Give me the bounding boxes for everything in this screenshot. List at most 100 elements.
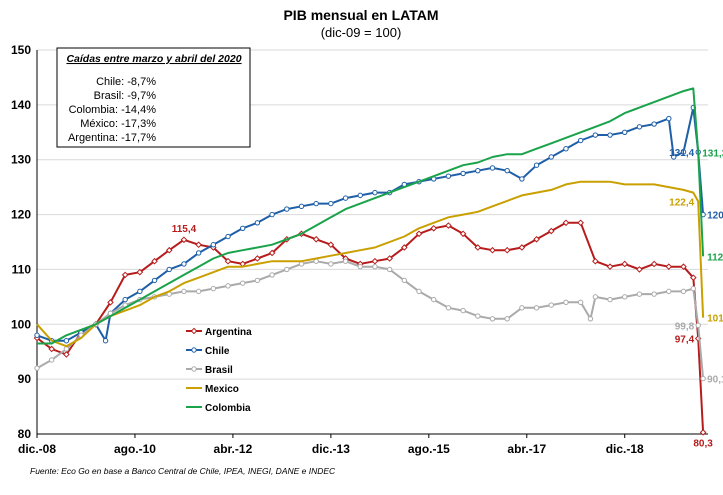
data-label: 131,3 — [702, 149, 723, 160]
series-mexico — [36, 180, 705, 348]
data-point — [63, 351, 70, 358]
series-line-brasil — [36, 260, 705, 379]
data-point — [680, 288, 687, 295]
data-point — [181, 261, 187, 267]
x-axis-ticks: dic.-08 ago.-10 abr.-12 dic.-13 ago.-15 abr.-… — [18, 434, 644, 456]
data-label: 101,2 — [707, 314, 723, 325]
legend-marker-chile — [191, 347, 197, 353]
note-box-frame — [56, 47, 251, 148]
data-point — [622, 294, 628, 300]
data-point — [445, 222, 452, 229]
data-point — [680, 149, 687, 155]
data-point — [48, 345, 56, 353]
data-point — [63, 338, 70, 344]
data-point — [401, 244, 408, 251]
y-tick-label: 120 — [11, 208, 31, 222]
y-tick-label: 140 — [11, 98, 31, 112]
data-point — [34, 365, 40, 371]
data-point — [504, 167, 510, 174]
x-tick-label: dic.-13 — [312, 442, 350, 456]
data-point — [607, 132, 613, 138]
data-point — [699, 429, 707, 436]
note-line-mexico: México: -17,3% — [80, 118, 156, 130]
data-point — [224, 257, 232, 265]
note-line-colombia: Colombia: -14,4% — [69, 104, 157, 116]
x-tick-label: ago.-10 — [114, 442, 156, 456]
data-label: 80,3 — [693, 438, 713, 449]
data-point — [592, 132, 599, 138]
source-note: Fuente: Eco Go en base a Banco Central d… — [30, 466, 336, 476]
data-point — [636, 266, 643, 273]
legend-marker-argentina — [190, 327, 198, 335]
note-line-brasil: Brasil: -9,7% — [94, 90, 157, 102]
data-point — [700, 375, 706, 382]
legend: Argentina Chile Brasil Mexico Colombia — [186, 327, 252, 414]
data-point — [268, 249, 276, 257]
data-point — [225, 283, 231, 289]
note-box: Caídas entre marzo y abril del 2020 Chil… — [56, 47, 251, 148]
legend-marker-brasil — [191, 366, 197, 372]
data-point — [298, 203, 305, 210]
data-point — [695, 322, 701, 329]
data-point — [690, 285, 697, 292]
y-tick-label: 90 — [18, 372, 32, 386]
data-point — [563, 299, 569, 306]
x-tick-label: abr.-17 — [507, 442, 546, 456]
data-point — [607, 296, 613, 303]
data-point — [102, 338, 109, 344]
series-line-argentina — [36, 221, 705, 433]
data-point — [475, 167, 481, 174]
y-axis-ticks: 80 90 100 110 120 130 140 150 — [11, 43, 31, 441]
y-tick-label: 130 — [11, 153, 31, 167]
data-point — [671, 154, 677, 160]
data-point — [151, 277, 158, 284]
data-point — [489, 246, 496, 254]
data-label: 122,4 — [669, 197, 694, 208]
data-label: 120,0 — [707, 211, 723, 222]
data-point — [137, 288, 143, 295]
data-point — [636, 124, 643, 130]
data-point — [459, 230, 467, 238]
chart-title: PIB mensual en LATAM — [283, 7, 438, 23]
data-point — [430, 224, 438, 232]
data-point — [587, 316, 594, 322]
data-point — [460, 307, 466, 314]
data-point — [210, 242, 217, 248]
data-point — [181, 288, 187, 295]
series-argentina — [33, 219, 707, 436]
data-point — [577, 299, 584, 306]
data-point — [63, 346, 70, 352]
data-label: 97,4 — [675, 335, 695, 346]
data-point — [563, 146, 569, 152]
series-line-colombia — [37, 87, 705, 345]
data-point — [562, 219, 570, 227]
data-point — [254, 255, 261, 262]
data-point — [636, 291, 643, 297]
data-point — [254, 277, 261, 284]
note-title: Caídas entre marzo y abril del 2020 — [66, 53, 241, 65]
data-point — [651, 121, 657, 127]
data-point — [592, 257, 599, 265]
data-point — [621, 260, 629, 268]
data-point — [431, 296, 437, 303]
series-layer — [33, 87, 707, 436]
data-point — [518, 244, 526, 251]
data-point — [547, 227, 555, 235]
data-point — [298, 261, 305, 267]
data-point — [313, 200, 319, 207]
data-point — [328, 261, 334, 267]
data-point — [269, 211, 275, 218]
data-point — [312, 235, 320, 243]
data-point — [372, 189, 378, 196]
data-point — [519, 305, 525, 311]
data-point — [504, 316, 510, 322]
y-tick-label: 100 — [11, 317, 31, 331]
note-line-argentina: Argentina: -17,7% — [68, 132, 156, 144]
data-point — [342, 195, 349, 201]
data-point — [689, 274, 697, 281]
data-point — [151, 257, 158, 265]
data-point — [284, 266, 290, 273]
chart-subtitle: (dic-09 = 100) — [321, 25, 402, 40]
data-point — [666, 115, 672, 122]
